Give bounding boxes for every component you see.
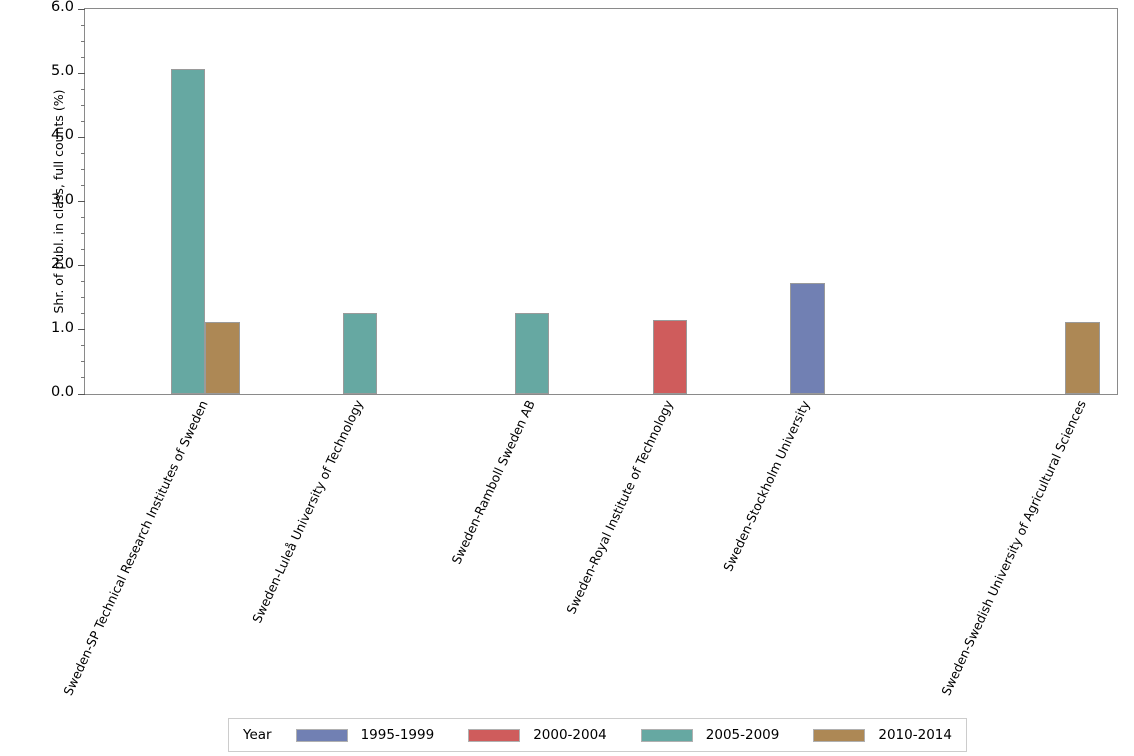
legend-label: 1995-1999 (360, 727, 435, 743)
legend-swatch (468, 728, 521, 742)
x-tick-label: Sweden-Swedish University of Agricultura… (937, 397, 1089, 698)
y-tick-label: 6.0 (50, 0, 74, 15)
y-tick-label: 1.0 (50, 319, 74, 336)
y-tick-label: 0.0 (50, 384, 74, 400)
bar (343, 312, 378, 394)
tick-mark (78, 265, 85, 267)
y-tick-label: 2.0 (50, 255, 74, 272)
y-tick-label: 3.0 (50, 191, 74, 208)
legend-label: 2010-2014 (878, 727, 952, 743)
tick-mark (78, 136, 85, 138)
x-tick-label: Sweden-Stockholm University (720, 398, 814, 574)
x-tick-label: Sweden-Luleå University of Technology (249, 397, 367, 626)
bar (515, 312, 550, 394)
plot-area: Shr. of publ. in class, full counts (%) … (51, 0, 1118, 400)
y-tick-label: 4.0 (50, 127, 74, 144)
legend-title: Year (243, 727, 272, 743)
tick-mark (78, 8, 85, 10)
tick-mark (81, 313, 85, 315)
tick-mark (81, 281, 85, 283)
legend-swatch (640, 728, 693, 742)
legend-entry-list: 1995-1999 2000-2004 2005-2009 2010-2014 (295, 727, 952, 743)
legend-entry[interactable]: 2000-2004 (468, 727, 607, 743)
tick-mark (81, 249, 85, 251)
bar (1065, 321, 1100, 394)
legend-swatch (295, 728, 348, 742)
tick-mark (81, 361, 85, 363)
tick-mark (81, 24, 85, 26)
tick-mark (81, 88, 85, 90)
tick-mark (81, 233, 85, 235)
tick-mark (78, 329, 85, 331)
tick-mark (81, 40, 85, 42)
legend-entry[interactable]: 2005-2009 (640, 727, 780, 743)
tick-mark (78, 201, 85, 202)
bar (205, 321, 240, 394)
tick-mark (81, 345, 85, 347)
legend-label: 2000-2004 (533, 727, 607, 743)
legend-entry[interactable]: 2010-2014 (813, 727, 952, 743)
x-tick-label: Sweden-Ramboll Sweden AB (448, 397, 539, 567)
bar (652, 319, 687, 394)
x-tick-label: Sweden-Royal Institute of Technology (563, 397, 676, 617)
tick-mark (81, 152, 85, 154)
tick-mark (81, 377, 85, 379)
tick-mark (81, 184, 85, 186)
tick-mark (81, 104, 85, 106)
legend-swatch (813, 728, 866, 742)
tick-mark (78, 72, 85, 74)
tick-mark (81, 168, 85, 170)
legend-label: 2005-2009 (705, 727, 780, 743)
legend-entry[interactable]: 1995-1999 (295, 727, 435, 743)
tick-mark (81, 56, 85, 58)
tick-mark (78, 393, 85, 395)
x-tick-label: Sweden-SP Technical Research Institutes … (60, 397, 212, 698)
legend: Year 1995-1999 2000-2004 2005-2009 2010-201… (228, 718, 967, 752)
y-tick-label: 5.0 (50, 63, 74, 80)
tick-mark (81, 217, 85, 219)
bar (171, 69, 206, 394)
tick-mark (81, 120, 85, 122)
bar (790, 283, 825, 394)
tick-mark (81, 297, 85, 299)
